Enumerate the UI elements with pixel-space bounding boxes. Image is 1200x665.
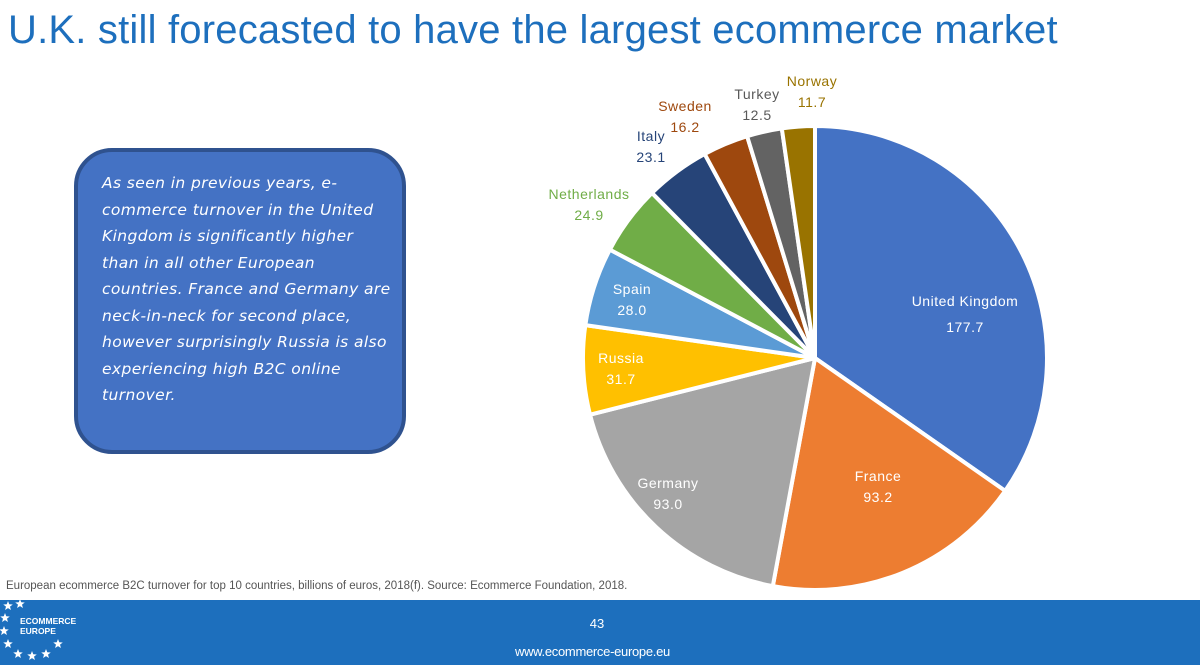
logo-star-5 <box>3 639 13 649</box>
pie-slice-united-kingdom <box>813 124 1049 493</box>
slice-label-united-kingdom: United Kingdom <box>912 293 1019 309</box>
slice-label-italy: Italy <box>637 128 665 144</box>
star-ring-logo-icon <box>0 600 63 661</box>
slice-value-russia: 31.7 <box>606 371 635 387</box>
logo-star-1 <box>3 601 13 611</box>
logo-star-7 <box>27 651 37 661</box>
slice-value-italy: 23.1 <box>636 149 665 165</box>
slice-label-france: France <box>855 468 902 484</box>
logo-star-4 <box>0 626 9 636</box>
slice-label-sweden: Sweden <box>658 98 712 114</box>
logo-star-8 <box>41 649 51 659</box>
source-note: European ecommerce B2C turnover for top … <box>6 580 628 592</box>
footer-bar: ECOMMERCE EUROPE 43 www.ecommerce-europe… <box>0 600 1200 665</box>
pie-chart: United Kingdom 177.7 France 93.2 Germany 93.0… <box>549 73 1049 592</box>
slide-title: U.K. still forecasted to have the larges… <box>8 8 1058 52</box>
website-link[interactable]: www.ecommerce-europe.eu <box>515 644 670 659</box>
callout-box: As seen in previous years, e-commerce tu… <box>74 148 406 454</box>
slice-label-spain: Spain <box>613 281 651 297</box>
pie-slice-france <box>770 356 1008 592</box>
slice-label-turkey: Turkey <box>734 86 779 102</box>
slice-value-united-kingdom: 177.7 <box>946 319 984 335</box>
logo-star-3 <box>0 613 10 623</box>
slice-value-netherlands: 24.9 <box>574 207 603 223</box>
pie-slice-germany <box>588 356 817 589</box>
slice-value-sweden: 16.2 <box>670 119 699 135</box>
slice-label-russia: Russia <box>598 350 644 366</box>
logo-wordmark: ECOMMERCE EUROPE <box>20 616 76 636</box>
page-number: 43 <box>589 616 605 631</box>
slice-label-netherlands: Netherlands <box>549 186 630 202</box>
logo-star-6 <box>13 649 23 659</box>
slice-value-germany: 93.0 <box>653 496 682 512</box>
slice-value-norway: 11.7 <box>798 94 826 110</box>
logo-star-9 <box>53 639 63 649</box>
slice-value-turkey: 12.5 <box>742 107 771 123</box>
slice-label-norway: Norway <box>787 73 837 89</box>
slice-value-spain: 28.0 <box>617 302 646 318</box>
slice-label-germany: Germany <box>637 475 698 491</box>
logo-text-line1: ECOMMERCE <box>20 616 77 626</box>
logo-text-line2: EUROPE <box>20 626 56 636</box>
logo-star-2 <box>15 600 25 609</box>
slice-value-france: 93.2 <box>863 489 892 505</box>
pie-slice-norway <box>779 124 817 360</box>
